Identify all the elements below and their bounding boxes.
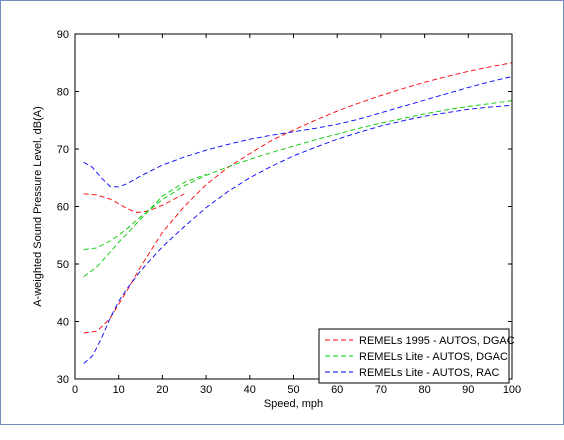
figure-window: 0 10 20 30 40 50 60 70 80 90 100 30 40 50 60 70 80 90 Spe… — [0, 0, 564, 425]
y-tick-label: 80 — [57, 87, 69, 99]
legend-entry-label: REMELs 1995 - AUTOS, DGAC — [359, 335, 515, 347]
y-axis-label: A-weighted Sound Pressure Level, dB(A) — [32, 106, 44, 307]
line-chart: 0 10 20 30 40 50 60 70 80 90 100 30 40 50 60 70 80 90 Spe… — [32, 29, 521, 410]
series-line-4 — [83, 76, 513, 188]
x-tick-label: 50 — [287, 384, 299, 396]
y-tick-label: 90 — [57, 29, 69, 41]
x-tick-label: 100 — [503, 384, 521, 396]
series-line-5 — [83, 104, 513, 364]
y-tick-label: 60 — [57, 202, 69, 214]
y-tick-label: 30 — [57, 374, 69, 386]
y-tick-label: 70 — [57, 144, 69, 156]
plot-area — [75, 34, 512, 379]
series-line-0 — [83, 62, 513, 334]
y-tick-label: 40 — [57, 317, 69, 329]
legend-entry-label: REMELs Lite - AUTOS, DGAC — [359, 351, 508, 363]
series-line-2 — [83, 100, 513, 251]
x-tick-label: 70 — [375, 384, 387, 396]
y-tick-label: 50 — [57, 259, 69, 271]
legend-entry-label: REMELs Lite - AUTOS, RAC — [359, 367, 499, 379]
series-line-1 — [83, 193, 185, 213]
x-tick-label: 90 — [462, 384, 474, 396]
x-axis-label: Speed, mph — [264, 398, 323, 410]
x-tick-label: 30 — [200, 384, 212, 396]
x-tick-label: 10 — [113, 384, 125, 396]
x-tick-label: 40 — [244, 384, 256, 396]
legend: REMELs 1995 - AUTOS, DGAC REMELs Lite - A… — [318, 328, 515, 384]
x-tick-label: 60 — [331, 384, 343, 396]
series-line-3 — [83, 173, 207, 278]
x-tick-label: 20 — [156, 384, 168, 396]
x-tick-label: 0 — [72, 384, 78, 396]
x-tick-label: 80 — [418, 384, 430, 396]
